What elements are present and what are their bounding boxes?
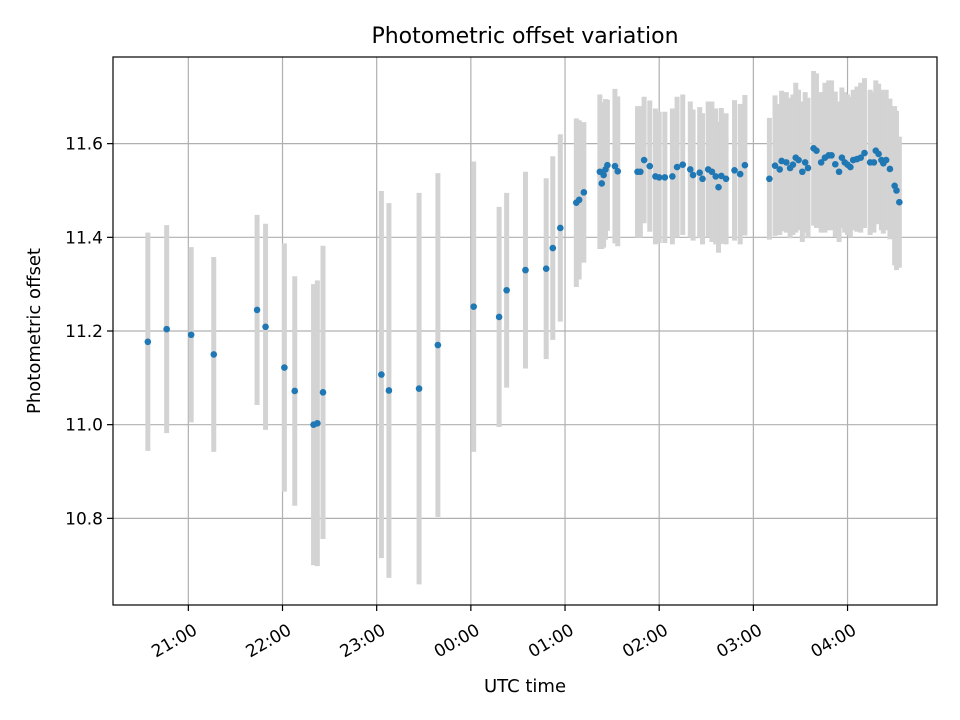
chart-title: Photometric offset variation bbox=[371, 24, 678, 49]
data-point bbox=[378, 371, 385, 378]
y-tick-label: 11.4 bbox=[65, 228, 103, 248]
data-point bbox=[686, 166, 694, 173]
data-point bbox=[637, 168, 644, 176]
data-point bbox=[385, 387, 393, 394]
data-point bbox=[580, 189, 588, 196]
data-point bbox=[575, 196, 583, 204]
data-point bbox=[144, 338, 152, 346]
data-point bbox=[673, 163, 681, 171]
data-point bbox=[187, 331, 195, 339]
data-point bbox=[600, 171, 607, 179]
data-point bbox=[771, 162, 779, 169]
data-point bbox=[503, 286, 510, 294]
data-point bbox=[319, 389, 327, 396]
data-point bbox=[549, 244, 557, 252]
data-point bbox=[557, 224, 564, 232]
data-point bbox=[817, 159, 825, 166]
y-tick-label: 11.6 bbox=[65, 135, 103, 155]
data-point bbox=[679, 161, 687, 169]
data-point bbox=[712, 173, 719, 180]
data-points bbox=[144, 145, 903, 428]
data-point bbox=[669, 173, 676, 180]
data-point bbox=[861, 149, 868, 157]
data-point bbox=[804, 164, 812, 172]
data-point bbox=[291, 387, 299, 395]
data-point bbox=[795, 156, 802, 164]
data-point bbox=[614, 167, 622, 175]
data-point bbox=[715, 183, 722, 191]
data-point bbox=[604, 161, 611, 169]
data-point bbox=[835, 168, 843, 176]
data-point bbox=[253, 306, 261, 314]
data-point bbox=[896, 198, 903, 206]
data-point bbox=[696, 169, 703, 176]
data-point bbox=[831, 160, 839, 168]
data-point bbox=[522, 266, 529, 274]
data-point bbox=[163, 325, 170, 333]
data-point bbox=[281, 364, 288, 371]
data-point bbox=[415, 385, 423, 392]
data-point bbox=[736, 170, 744, 178]
data-point bbox=[766, 175, 773, 183]
data-point bbox=[741, 161, 749, 169]
data-point bbox=[776, 166, 784, 173]
data-point bbox=[893, 187, 900, 194]
data-point bbox=[875, 150, 882, 158]
data-point bbox=[722, 175, 730, 183]
data-point bbox=[598, 180, 606, 187]
y-axis-ticks: 10.8 11.0 11.2 11.4 11.6 bbox=[65, 135, 113, 529]
data-point bbox=[689, 171, 697, 179]
data-point bbox=[799, 168, 806, 176]
data-point bbox=[646, 162, 654, 170]
data-point bbox=[314, 419, 321, 427]
data-point bbox=[783, 159, 790, 166]
data-point bbox=[828, 152, 835, 159]
data-point bbox=[655, 174, 663, 181]
data-point bbox=[847, 163, 854, 171]
data-point bbox=[708, 168, 716, 176]
data-point bbox=[495, 313, 503, 321]
x-axis-label: UTC time bbox=[484, 676, 566, 697]
data-point bbox=[470, 303, 477, 310]
data-point bbox=[870, 159, 878, 166]
y-tick-label: 11.0 bbox=[65, 416, 103, 436]
data-point bbox=[886, 165, 894, 173]
data-point bbox=[857, 154, 865, 162]
y-tick-label: 11.2 bbox=[65, 322, 103, 342]
data-point bbox=[611, 162, 619, 170]
data-point bbox=[661, 174, 669, 181]
data-point bbox=[882, 156, 890, 164]
data-point bbox=[813, 147, 820, 154]
data-point bbox=[210, 351, 218, 358]
data-point bbox=[789, 161, 797, 169]
data-point bbox=[640, 156, 648, 164]
data-point bbox=[801, 159, 809, 166]
data-point bbox=[262, 323, 269, 331]
y-axis-label: Photometric offset bbox=[24, 248, 45, 414]
y-tick-label: 10.8 bbox=[65, 509, 103, 529]
data-point bbox=[434, 341, 442, 349]
data-point bbox=[542, 265, 550, 273]
data-point bbox=[699, 175, 706, 183]
data-point bbox=[731, 167, 738, 174]
